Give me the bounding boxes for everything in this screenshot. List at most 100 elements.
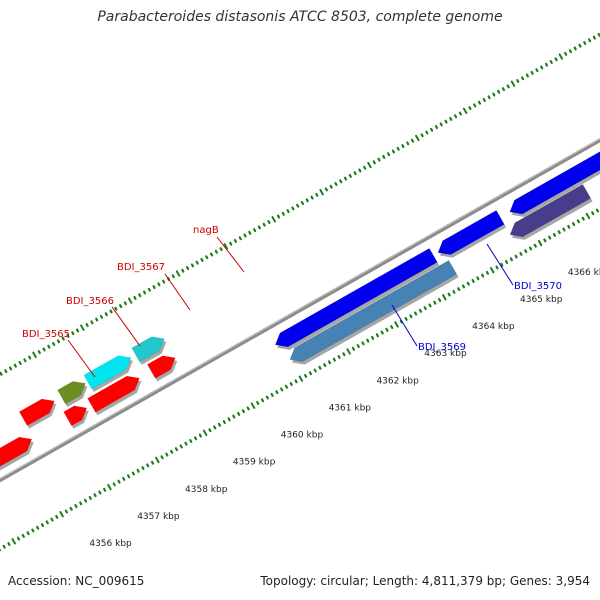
accession-label: Accession: NC_009615 — [8, 574, 145, 588]
outer-tick — [391, 149, 395, 154]
outer-tick — [175, 270, 181, 277]
inner-tick — [423, 306, 427, 311]
inner-tick — [74, 504, 78, 509]
inner-tick — [489, 266, 495, 274]
inner-tick — [103, 487, 107, 492]
inner-tick — [519, 251, 523, 256]
outer-tick — [363, 165, 367, 170]
inner-tick — [509, 257, 513, 262]
scale-label: 4363 kbp — [424, 349, 467, 359]
inner-tick — [79, 501, 83, 506]
inner-tick — [399, 319, 403, 324]
outer-tick — [271, 216, 276, 223]
inner-tick — [308, 371, 312, 376]
outer-tick — [386, 152, 391, 157]
inner-tick — [45, 520, 49, 525]
outer-tick — [104, 312, 108, 317]
outer-tick — [276, 214, 281, 219]
scale-label: 4357 kbp — [137, 512, 180, 522]
outer-tick — [592, 35, 596, 40]
inner-tick — [461, 284, 466, 289]
gene-arrow-g-olive — [57, 381, 86, 405]
inner-tick — [576, 219, 580, 224]
inner-tick — [548, 235, 552, 240]
inner-tick — [452, 289, 456, 294]
outer-tick — [123, 301, 128, 306]
outer-tick — [214, 249, 218, 254]
inner-tick — [294, 379, 298, 384]
outer-tick — [37, 350, 41, 355]
inner-tick — [533, 243, 537, 248]
inner-tick — [337, 354, 341, 359]
inner-tick — [227, 417, 231, 422]
outer-tick — [243, 233, 247, 238]
inner-tick — [385, 327, 389, 332]
outer-tick — [233, 238, 238, 243]
outer-tick — [119, 304, 123, 309]
inner-tick — [83, 498, 88, 503]
outer-tick — [85, 323, 89, 327]
outer-tick — [358, 168, 362, 173]
inner-tick — [495, 265, 499, 270]
genome-summary: Topology: circular; Length: 4,811,379 bp… — [260, 574, 590, 588]
inner-tick — [69, 506, 73, 511]
inner-tick — [265, 395, 269, 400]
inner-tick — [208, 428, 212, 433]
outer-tick — [339, 179, 343, 184]
gene-arrow-g-red-b — [0, 436, 33, 467]
outer-tick — [554, 57, 558, 62]
inner-tick — [442, 294, 447, 301]
outer-tick — [348, 173, 352, 178]
inner-tick — [567, 224, 571, 229]
outer-tick — [8, 366, 13, 371]
inner-tick — [59, 511, 64, 518]
outer-tick — [324, 187, 328, 192]
outer-tick — [286, 209, 290, 214]
inner-tick — [222, 420, 226, 424]
gene-features — [0, 151, 600, 471]
outer-tick — [4, 369, 8, 374]
inner-tick — [193, 436, 198, 441]
scale-label: 4362 kbp — [376, 376, 419, 386]
outer-tick — [223, 243, 229, 250]
gene-arrow-g-blue-c — [509, 151, 600, 215]
inner-tick — [26, 531, 30, 536]
inner-tick — [93, 493, 97, 498]
inner-tick — [117, 479, 121, 484]
map-title: Parabacteroides distasonis ATCC 8503, co… — [97, 9, 503, 25]
scale-label: 4364 kbp — [472, 322, 515, 332]
outer-tick — [334, 182, 338, 186]
inner-tick — [332, 357, 336, 362]
inner-tick — [88, 495, 92, 500]
outer-tick — [396, 146, 400, 151]
outer-tick — [138, 293, 142, 298]
outer-tick — [95, 317, 99, 322]
outer-tick — [195, 260, 199, 265]
outer-tick — [516, 79, 520, 83]
outer-tick — [367, 161, 372, 169]
outer-tick — [530, 70, 534, 75]
inner-tick — [146, 463, 150, 468]
inner-tick — [327, 360, 332, 365]
inner-tick — [107, 483, 112, 491]
inner-tick — [409, 314, 413, 319]
outer-tick — [520, 76, 525, 81]
inner-tick — [246, 406, 250, 411]
inner-tick — [466, 281, 470, 286]
inner-tick — [202, 429, 208, 437]
outer-tick — [99, 314, 104, 319]
inner-tick — [179, 444, 183, 449]
outer-tick — [482, 97, 486, 102]
inner-tick — [524, 249, 528, 254]
outer-tick — [319, 188, 324, 196]
outer-tick — [52, 342, 56, 346]
inner-tick — [131, 471, 135, 476]
inner-tick — [126, 474, 131, 479]
gene-label: BDI_3565 — [22, 329, 70, 340]
outer-tick — [458, 111, 462, 116]
inner-tick — [50, 517, 54, 522]
gene-arrow-g-red-f — [147, 355, 176, 379]
inner-tick — [471, 279, 475, 283]
inner-tick — [371, 335, 375, 340]
inner-tick — [213, 425, 217, 430]
